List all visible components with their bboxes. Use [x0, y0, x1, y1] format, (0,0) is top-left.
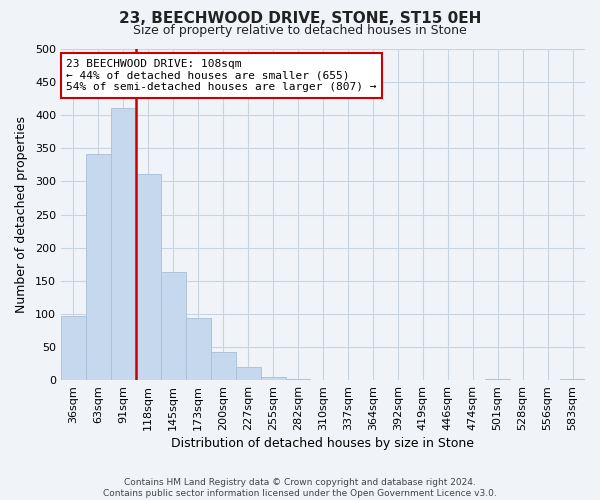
- Bar: [286, 378, 310, 380]
- X-axis label: Distribution of detached houses by size in Stone: Distribution of detached houses by size …: [172, 437, 475, 450]
- Bar: [136, 174, 161, 380]
- Bar: [111, 108, 136, 380]
- Text: 23 BEECHWOOD DRIVE: 108sqm
← 44% of detached houses are smaller (655)
54% of sem: 23 BEECHWOOD DRIVE: 108sqm ← 44% of deta…: [66, 59, 377, 92]
- Text: Size of property relative to detached houses in Stone: Size of property relative to detached ho…: [133, 24, 467, 37]
- Bar: [186, 318, 211, 380]
- Text: Contains HM Land Registry data © Crown copyright and database right 2024.
Contai: Contains HM Land Registry data © Crown c…: [103, 478, 497, 498]
- Bar: [61, 316, 86, 380]
- Bar: [236, 368, 260, 380]
- Y-axis label: Number of detached properties: Number of detached properties: [15, 116, 28, 313]
- Bar: [260, 377, 286, 380]
- Bar: [211, 352, 236, 380]
- Bar: [161, 272, 186, 380]
- Bar: [560, 378, 585, 380]
- Text: 23, BEECHWOOD DRIVE, STONE, ST15 0EH: 23, BEECHWOOD DRIVE, STONE, ST15 0EH: [119, 11, 481, 26]
- Bar: [86, 154, 111, 380]
- Bar: [485, 378, 510, 380]
